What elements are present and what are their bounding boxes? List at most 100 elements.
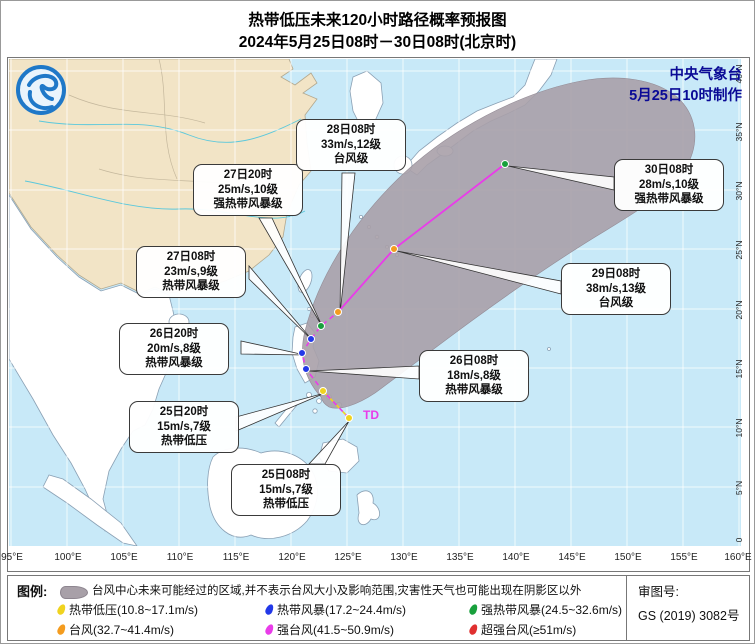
- agency-credit: 中央气象台 5月25日10时制作: [629, 65, 742, 107]
- callout-category: 强热带风暴级: [213, 198, 283, 211]
- callout-time: 28日08时: [326, 123, 376, 136]
- callout-26d08h: 26日08时 18m/s,8级 热带风暴级: [419, 350, 529, 402]
- point-27d08h: [307, 335, 315, 343]
- point-26d08h: [302, 365, 310, 373]
- lon-tick-label: 115°E: [222, 552, 250, 563]
- callout-time: 27日20时: [223, 168, 273, 181]
- callout-time: 25日08时: [261, 468, 311, 481]
- lon-tick-label: 150°E: [614, 552, 642, 563]
- approval-number-label: 审图号:: [638, 585, 679, 599]
- point-27d20h: [317, 322, 325, 330]
- legend-item-severe-typhoon: 强台风(41.5~50.9m/s): [264, 621, 395, 638]
- page-subtitle: 2024年5月25日08时－30日08时(北京时): [238, 34, 517, 51]
- super-typhoon-icon: [468, 623, 479, 636]
- lon-tick-label: 110°E: [166, 552, 194, 563]
- sulawesi-island: [356, 490, 380, 526]
- probability-cone: [302, 77, 696, 409]
- callout-wind: 38m/s,13级: [585, 282, 647, 295]
- point-25d08h: [345, 414, 353, 422]
- lat-tick-label: 25°N: [734, 240, 744, 260]
- legend-item-label: 超强台风(≥51m/s): [481, 623, 577, 637]
- callout-category: 台风级: [598, 297, 634, 310]
- callout-25d20h: 25日20时 15m/s,7级 热带低压: [129, 401, 239, 453]
- lat-tick-label: 0: [734, 537, 744, 543]
- point-29d08h: [390, 245, 398, 253]
- callout-wind: 25m/s,10级: [217, 183, 279, 196]
- callout-category: 热带风暴级: [162, 280, 220, 293]
- severe-typhoon-icon: [264, 623, 275, 636]
- legend-title: 图例:: [17, 584, 48, 599]
- lon-tick-label: 130°E: [390, 552, 418, 563]
- lat-tick-label: 5°N: [734, 480, 744, 496]
- lon-tick-label: 145°E: [558, 552, 586, 563]
- cone-legend-icon: [60, 586, 88, 599]
- lon-tick-label: 125°E: [334, 552, 362, 563]
- lat-tick-label: 10°N: [734, 418, 744, 438]
- page-title: 热带低压未来120小时路径概率预报图: [248, 12, 507, 29]
- severe-tropical-storm-icon: [468, 603, 479, 616]
- callout-27d08h: 27日08时 23m/s,9级 热带风暴级: [136, 246, 246, 298]
- legend-item-super-typhoon: 超强台风(≥51m/s): [468, 621, 577, 638]
- callout-time: 30日08时: [644, 163, 694, 176]
- lat-tick-label: 35°N: [734, 122, 744, 142]
- callout-30d08h: 30日08时 28m/s,10级 强热带风暴级: [614, 159, 724, 211]
- legend-item-label: 台风(32.7~41.4m/s): [69, 623, 175, 637]
- callout-category: 强热带风暴级: [634, 193, 704, 206]
- lon-tick-label: 140°E: [502, 552, 530, 563]
- cma-logo: [14, 63, 68, 117]
- legend-panel: 图例: 台风中心未来可能经过的区域,并不表示台风大小及影响范围,灾害性天气也可能…: [7, 575, 750, 641]
- tropical-depression-icon: [56, 603, 67, 616]
- legend-divider: [626, 576, 627, 640]
- point-28d08h: [334, 308, 342, 316]
- agency-issued-time: 5月25日10时制作: [629, 88, 742, 105]
- tropical-storm-icon: [264, 603, 275, 616]
- lon-tick-label: 120°E: [278, 552, 306, 563]
- approval-number-value: GS (2019) 3082号: [638, 609, 740, 623]
- lat-tick-label: 20°N: [734, 300, 744, 320]
- legend-item-label: 强台风(41.5~50.9m/s): [277, 623, 395, 637]
- point-30d08h: [501, 160, 509, 168]
- track-points: [298, 160, 509, 422]
- callout-wind: 20m/s,8级: [147, 342, 201, 355]
- callout-wind: 23m/s,9级: [164, 265, 218, 278]
- callout-time: 27日08时: [166, 250, 216, 263]
- callout-29d08h: 29日08时 38m/s,13级 台风级: [561, 263, 671, 315]
- callout-wind: 15m/s,7级: [259, 483, 313, 496]
- callout-category: 热带低压: [161, 435, 207, 448]
- lon-tick-label: 135°E: [446, 552, 474, 563]
- legend-item-label: 热带低压(10.8~17.1m/s): [69, 603, 199, 617]
- agency-name: 中央气象台: [669, 67, 743, 83]
- legend-item-typhoon: 台风(32.7~41.4m/s): [56, 621, 175, 638]
- lon-tick-label: 155°E: [670, 552, 698, 563]
- legend-item-tropical-storm: 热带风暴(17.2~24.4m/s): [264, 601, 407, 618]
- legend-item-severe-tropical-storm: 强热带风暴(24.5~32.6m/s): [468, 601, 622, 618]
- legend-item-tropical-depression: 热带低压(10.8~17.1m/s): [56, 601, 199, 618]
- lon-tick-label: 160°E: [724, 552, 752, 563]
- track-dashed-yellow: [322, 390, 350, 419]
- callout-time: 25日20时: [159, 405, 209, 418]
- legend-item-label: 热带风暴(17.2~24.4m/s): [277, 603, 407, 617]
- lon-tick-label: 95°E: [1, 552, 23, 563]
- lat-tick-label: 15°N: [734, 359, 744, 379]
- current-position-label: TD: [363, 408, 379, 422]
- cone-legend-note: 台风中心未来可能经过的区域,并不表示台风大小及影响范围,灾害性天气也可能出现在阴…: [92, 585, 582, 597]
- lon-tick-label: 105°E: [110, 552, 138, 563]
- point-25d20h: [319, 387, 327, 395]
- callout-category: 热带低压: [263, 498, 309, 511]
- china-landmass: [9, 59, 318, 294]
- callout-28d08h: 28日08时 33m/s,12级 台风级: [296, 119, 406, 171]
- callout-category: 热带风暴级: [145, 357, 203, 370]
- callout-category: 热带风暴级: [445, 384, 503, 397]
- callout-time: 26日08时: [449, 354, 499, 367]
- callout-wind: 33m/s,12级: [320, 138, 382, 151]
- callout-category: 台风级: [333, 153, 369, 166]
- callout-time: 26日20时: [149, 327, 199, 340]
- callout-time: 29日08时: [591, 267, 641, 280]
- callout-wind: 18m/s,8级: [447, 369, 501, 382]
- lat-tick-label: 30°N: [734, 181, 744, 201]
- point-26d20h: [298, 349, 306, 357]
- callout-wind: 28m/s,10级: [638, 178, 700, 191]
- callout-26d20h: 26日20时 20m/s,8级 热带风暴级: [119, 323, 229, 375]
- typhoon-icon: [56, 623, 67, 636]
